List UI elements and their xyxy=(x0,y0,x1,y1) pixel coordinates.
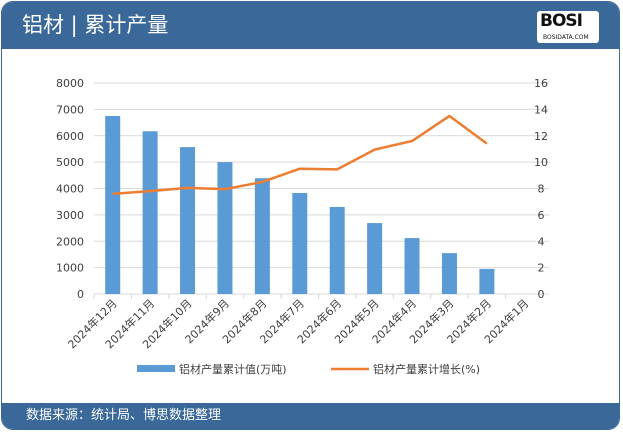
left-tick-label: 8000 xyxy=(56,77,84,90)
right-tick-label: 16 xyxy=(534,77,548,90)
right-tick-label: 12 xyxy=(534,130,548,143)
page-title: 铝材 | 累计产量 xyxy=(22,13,169,37)
logo-sub: BOSIDATA.COM xyxy=(543,34,589,41)
left-tick-label: 7000 xyxy=(56,103,84,116)
bar xyxy=(105,115,121,294)
bar xyxy=(180,147,196,294)
left-tick-label: 4000 xyxy=(56,183,84,196)
left-tick-label: 0 xyxy=(77,288,84,301)
left-tick-label: 3000 xyxy=(56,209,84,222)
legend-line-label: 铝材产量累计增长(%) xyxy=(373,362,480,376)
left-tick-label: 6000 xyxy=(56,130,84,143)
logo-text: BOSI xyxy=(540,11,583,31)
bar xyxy=(217,162,233,294)
right-tick-label: 10 xyxy=(534,156,548,169)
bar xyxy=(142,131,158,294)
footer-bar: 数据来源：统计局、博思数据整理 xyxy=(2,403,619,429)
bar xyxy=(367,223,383,294)
legend-bar-label: 铝材产量累计值(万吨) xyxy=(179,362,287,376)
bar xyxy=(292,192,308,294)
data-source: 数据来源：统计局、博思数据整理 xyxy=(26,408,222,423)
bar xyxy=(254,178,270,294)
left-tick-label: 5000 xyxy=(56,156,84,169)
left-tick-label: 1000 xyxy=(56,262,84,275)
right-tick-label: 2 xyxy=(538,262,545,275)
right-tick-label: 14 xyxy=(534,103,548,116)
header-bar: 铝材 | 累计产量 BOSI BOSIDATA.COM xyxy=(2,2,619,49)
legend-bar-swatch xyxy=(137,365,175,372)
right-tick-label: 6 xyxy=(538,209,545,222)
bosi-logo: BOSI BOSIDATA.COM xyxy=(537,11,599,43)
right-tick-label: 4 xyxy=(538,235,545,248)
bar xyxy=(441,253,457,294)
growth-line xyxy=(112,114,488,196)
right-tick-label: 0 xyxy=(538,288,545,301)
right-tick-label: 8 xyxy=(538,183,545,196)
bar xyxy=(329,206,345,294)
bar xyxy=(479,268,495,294)
bar xyxy=(404,238,420,294)
left-tick-label: 2000 xyxy=(56,235,84,248)
